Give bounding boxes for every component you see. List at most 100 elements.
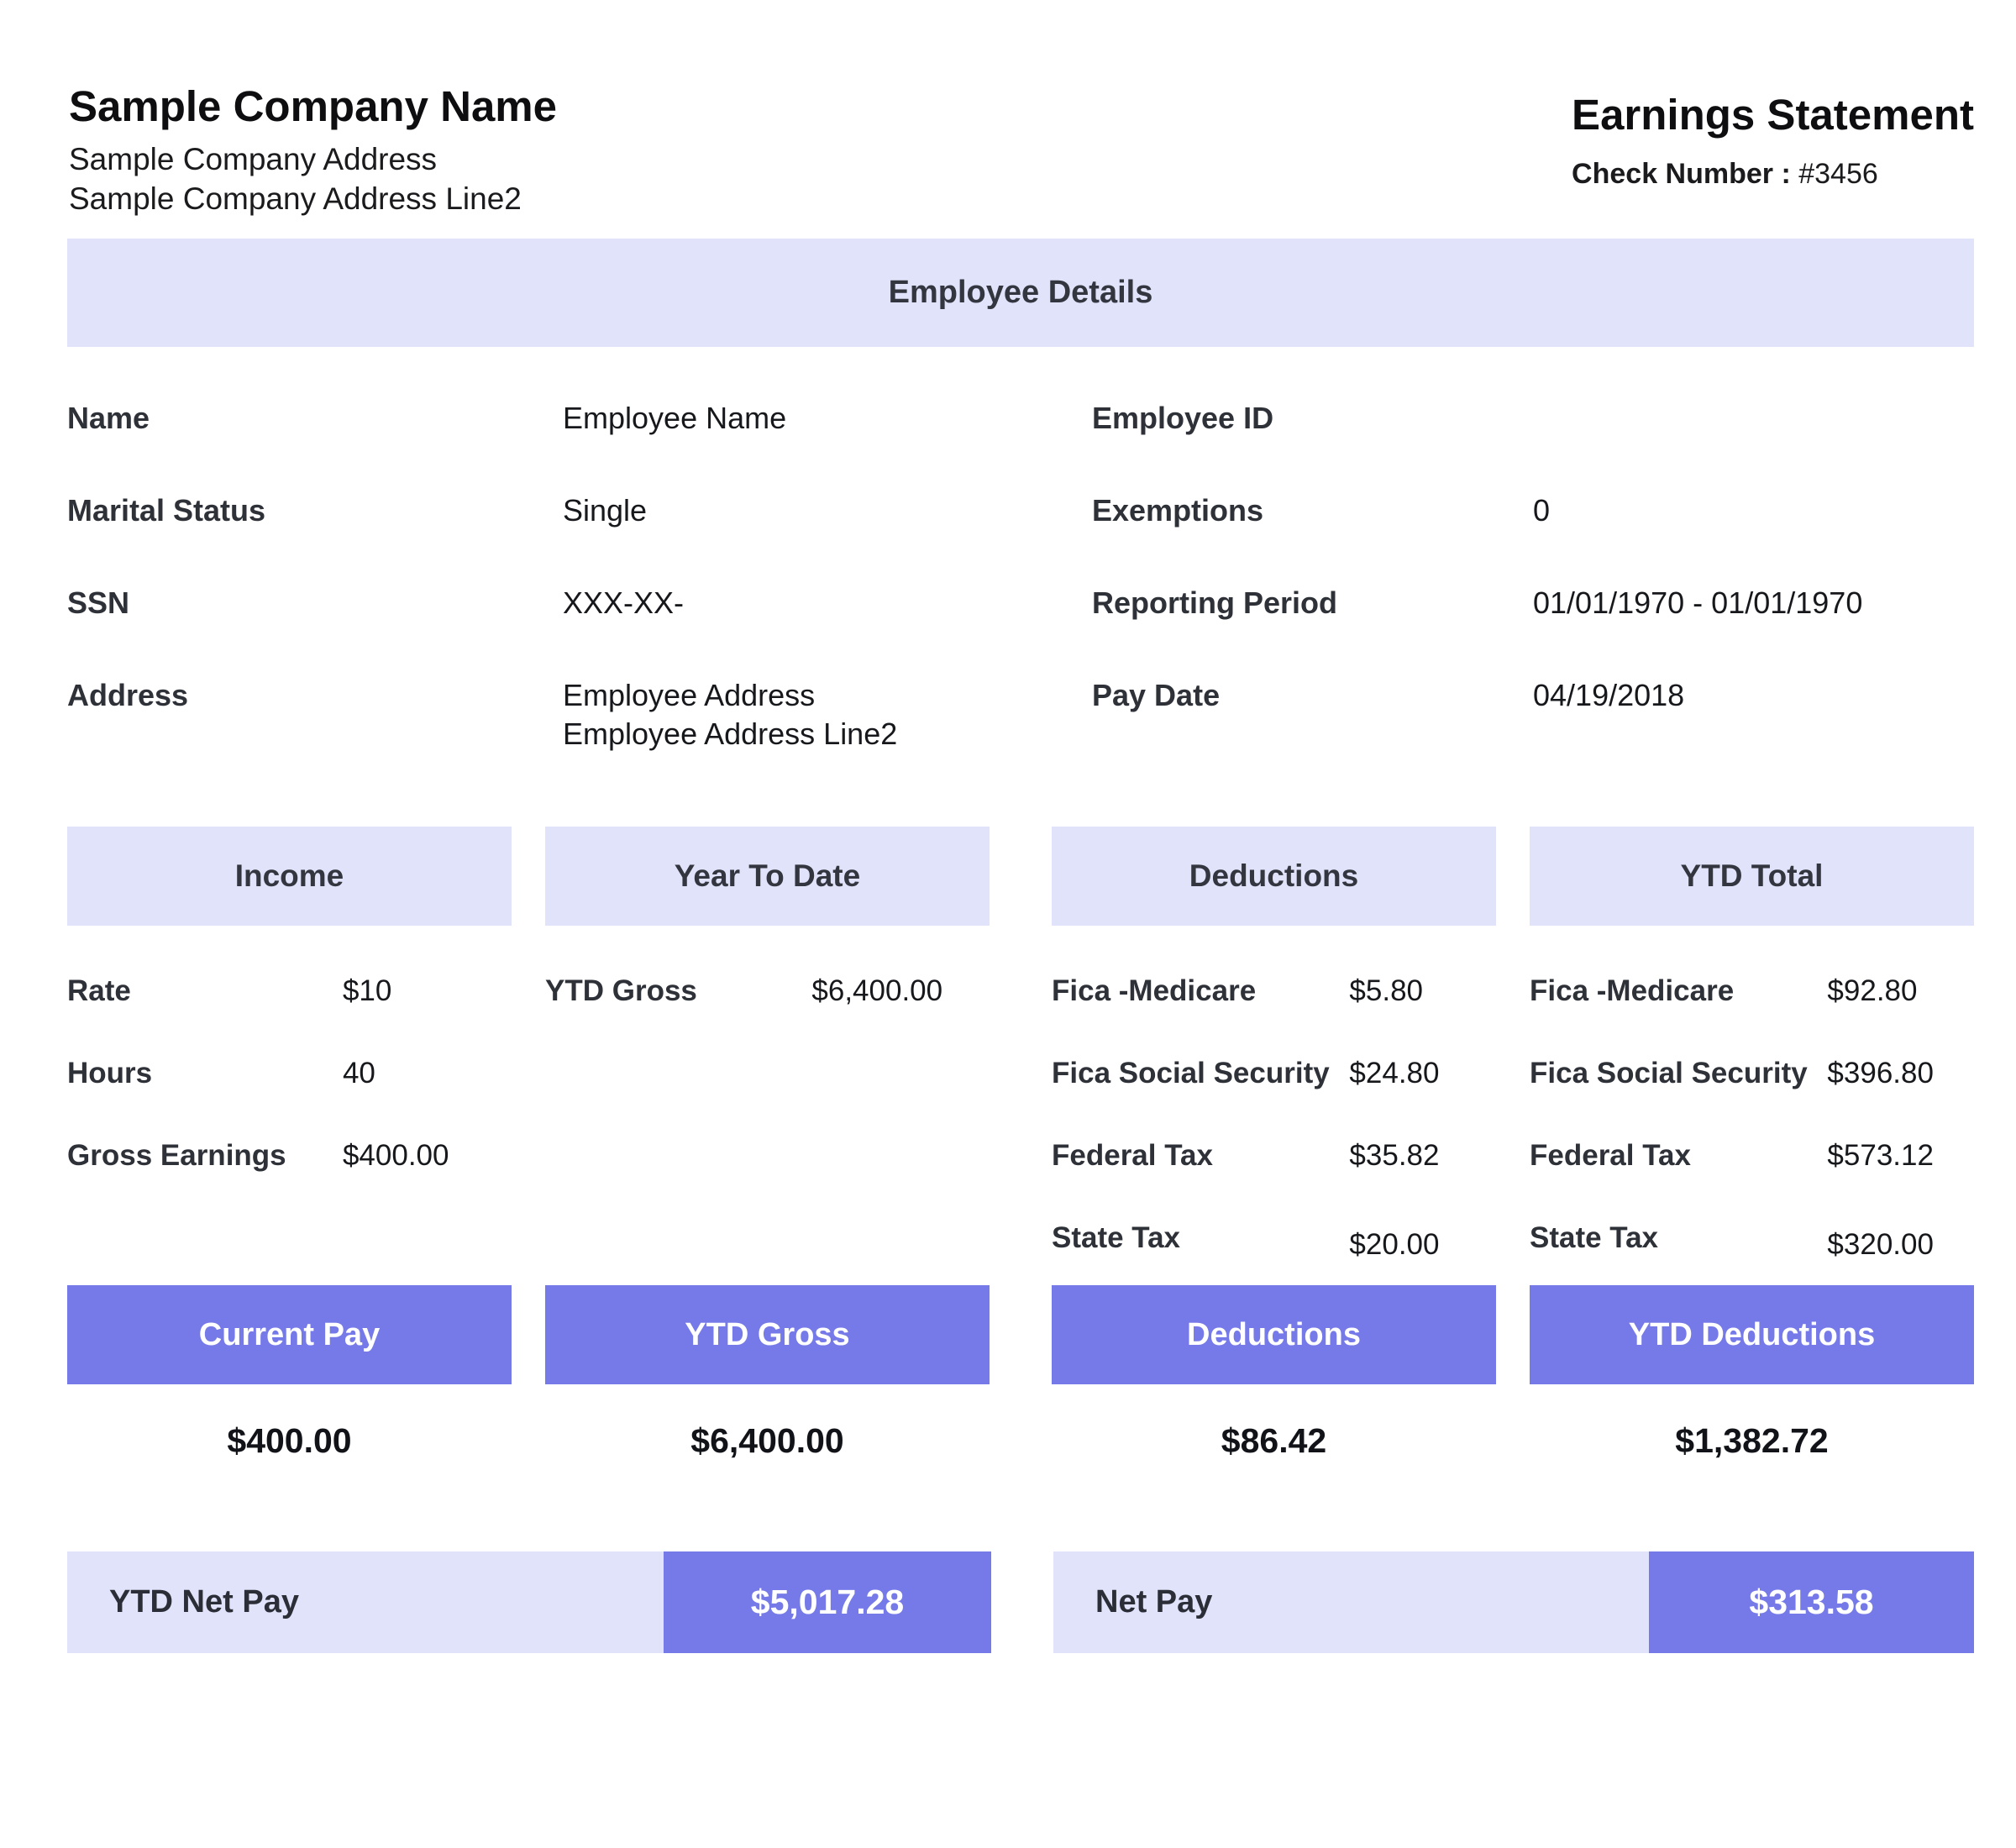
- table-row: Fica -Medicare $92.80: [1530, 974, 1974, 1009]
- row-value: $5.80: [1349, 974, 1424, 1007]
- ytd-deductions-header: YTD Deductions: [1530, 1285, 1974, 1384]
- detail-label: SSN: [67, 585, 130, 620]
- row-value: $24.80: [1349, 1057, 1440, 1089]
- company-address-line1: Sample Company Address: [69, 142, 438, 176]
- employee-details-grid: Name Employee Name Employee ID Marital S…: [67, 399, 1974, 807]
- net-pay-label: Net Pay: [1053, 1551, 1649, 1653]
- employee-details-header: Employee Details: [67, 239, 1974, 347]
- net-pay-value: $313.58: [1649, 1551, 1974, 1653]
- row-label: Federal Tax: [1530, 1139, 1691, 1172]
- table-row: YTD Gross $6,400.00: [545, 974, 990, 1009]
- detail-label: Exemptions: [1092, 493, 1264, 528]
- row-label: State Tax: [1530, 1221, 1659, 1254]
- year-to-date-section: Year To Date YTD Gross $6,400.00: [545, 827, 990, 1256]
- section-tables: Income Rate $10 Hours 40 Gross Earnings …: [67, 827, 1974, 1261]
- detail-label: Address: [67, 678, 189, 712]
- summary-band: Current Pay $400.00 YTD Gross $6,400.00 …: [67, 1285, 1974, 1461]
- statement-block: Earnings Statement Check Number : #3456: [1572, 91, 1974, 191]
- row-label: Hours: [67, 1057, 153, 1089]
- employee-details-title: Employee Details: [888, 275, 1153, 310]
- detail-value: 04/19/2018: [1533, 678, 1685, 712]
- row-value: $92.80: [1827, 974, 1918, 1007]
- detail-value: Employee Address Employee Address Line2: [563, 676, 1092, 753]
- ytd-gross-header: YTD Gross: [545, 1285, 990, 1384]
- detail-label: Employee ID: [1092, 401, 1274, 435]
- row-label: Fica -Medicare: [1052, 974, 1257, 1007]
- detail-label: Pay Date: [1092, 678, 1221, 712]
- row-label: State Tax: [1052, 1221, 1181, 1254]
- table-row: Fica -Medicare $5.80: [1052, 974, 1496, 1009]
- row-value: $396.80: [1827, 1057, 1934, 1089]
- income-section: Income Rate $10 Hours 40 Gross Earnings …: [67, 827, 512, 1256]
- detail-row: Marital Status Single Exemptions 0: [67, 491, 1974, 530]
- ytd-total-section-header: YTD Total: [1530, 827, 1974, 926]
- check-number-label: Check Number :: [1572, 158, 1791, 190]
- ytd-net-pay-value: $5,017.28: [664, 1551, 991, 1653]
- ytd-deductions-value: $1,382.72: [1675, 1421, 1829, 1460]
- ytd-deductions-summary: YTD Deductions $1,382.72: [1530, 1285, 1974, 1461]
- statement-title: Earnings Statement: [1572, 91, 1974, 139]
- row-value: $573.12: [1827, 1139, 1934, 1172]
- row-label: YTD Gross: [545, 974, 697, 1007]
- income-section-header: Income: [67, 827, 512, 926]
- row-label: Rate: [67, 974, 131, 1007]
- net-pay-row: Net Pay $313.58: [1053, 1551, 1974, 1653]
- detail-row: SSN XXX-XX- Reporting Period 01/01/1970 …: [67, 584, 1974, 622]
- detail-row: Name Employee Name Employee ID: [67, 399, 1974, 438]
- ytd-gross-value: $6,400.00: [690, 1421, 844, 1460]
- detail-label: Name: [67, 401, 150, 435]
- detail-value: Employee Name: [563, 401, 787, 435]
- table-row: Federal Tax $35.82: [1052, 1138, 1496, 1173]
- table-row: State Tax $20.00: [1052, 1221, 1496, 1261]
- detail-value: 01/01/1970 - 01/01/1970: [1533, 585, 1863, 620]
- employee-address-line1: Employee Address: [563, 678, 816, 712]
- row-label: Fica Social Security: [1052, 1057, 1330, 1089]
- company-block: Sample Company Name Sample Company Addre…: [69, 82, 557, 218]
- row-label: Fica -Medicare: [1530, 974, 1735, 1007]
- current-pay-value: $400.00: [227, 1421, 352, 1460]
- row-label: Gross Earnings: [67, 1139, 286, 1172]
- table-row: Rate $10: [67, 974, 512, 1009]
- table-row: Gross Earnings $400.00: [67, 1138, 512, 1173]
- table-row: Hours 40: [67, 1056, 512, 1091]
- detail-row: Address Employee Address Employee Addres…: [67, 676, 1974, 753]
- detail-value: 0: [1533, 493, 1551, 528]
- ytd-total-section: YTD Total Fica -Medicare $92.80 Fica Soc…: [1530, 827, 1974, 1261]
- detail-label: Marital Status: [67, 493, 266, 528]
- row-value: 40: [342, 1057, 375, 1089]
- row-value: $10: [342, 974, 392, 1007]
- detail-value: XXX-XX-: [563, 585, 685, 620]
- deductions-header: Deductions: [1052, 1285, 1496, 1384]
- row-value: $400.00: [342, 1139, 449, 1172]
- deductions-summary: Deductions $86.42: [1052, 1285, 1496, 1461]
- year-to-date-section-header: Year To Date: [545, 827, 990, 926]
- deductions-section: Deductions Fica -Medicare $5.80 Fica Soc…: [1052, 827, 1496, 1261]
- employee-address-line2: Employee Address Line2: [563, 717, 898, 751]
- deductions-value: $86.42: [1221, 1421, 1327, 1460]
- row-value: $20.00: [1349, 1228, 1440, 1261]
- check-number-line: Check Number : #3456: [1572, 158, 1974, 191]
- totals-band: YTD Net Pay $5,017.28 Net Pay $313.58: [67, 1551, 1974, 1653]
- current-pay-summary: Current Pay $400.00: [67, 1285, 512, 1461]
- detail-value: Single: [563, 493, 648, 528]
- table-row: State Tax $320.00: [1530, 1221, 1974, 1261]
- company-address-line2: Sample Company Address Line2: [69, 181, 522, 216]
- detail-value: [1533, 399, 1974, 438]
- row-value: $35.82: [1349, 1139, 1440, 1172]
- row-label: Federal Tax: [1052, 1139, 1213, 1172]
- table-row: Federal Tax $573.12: [1530, 1138, 1974, 1173]
- ytd-net-pay-label: YTD Net Pay: [67, 1551, 664, 1653]
- row-label: Fica Social Security: [1530, 1057, 1808, 1089]
- ytd-gross-summary: YTD Gross $6,400.00: [545, 1285, 990, 1461]
- table-row: Fica Social Security $396.80: [1530, 1056, 1974, 1091]
- row-value: $6,400.00: [811, 974, 943, 1007]
- detail-label: Reporting Period: [1092, 585, 1338, 620]
- deductions-section-header: Deductions: [1052, 827, 1496, 926]
- table-row: Fica Social Security $24.80: [1052, 1056, 1496, 1091]
- ytd-net-pay-row: YTD Net Pay $5,017.28: [67, 1551, 991, 1653]
- company-name: Sample Company Name: [69, 82, 558, 130]
- check-number-value: #3456: [1798, 158, 1878, 190]
- current-pay-header: Current Pay: [67, 1285, 512, 1384]
- row-value: $320.00: [1827, 1228, 1934, 1261]
